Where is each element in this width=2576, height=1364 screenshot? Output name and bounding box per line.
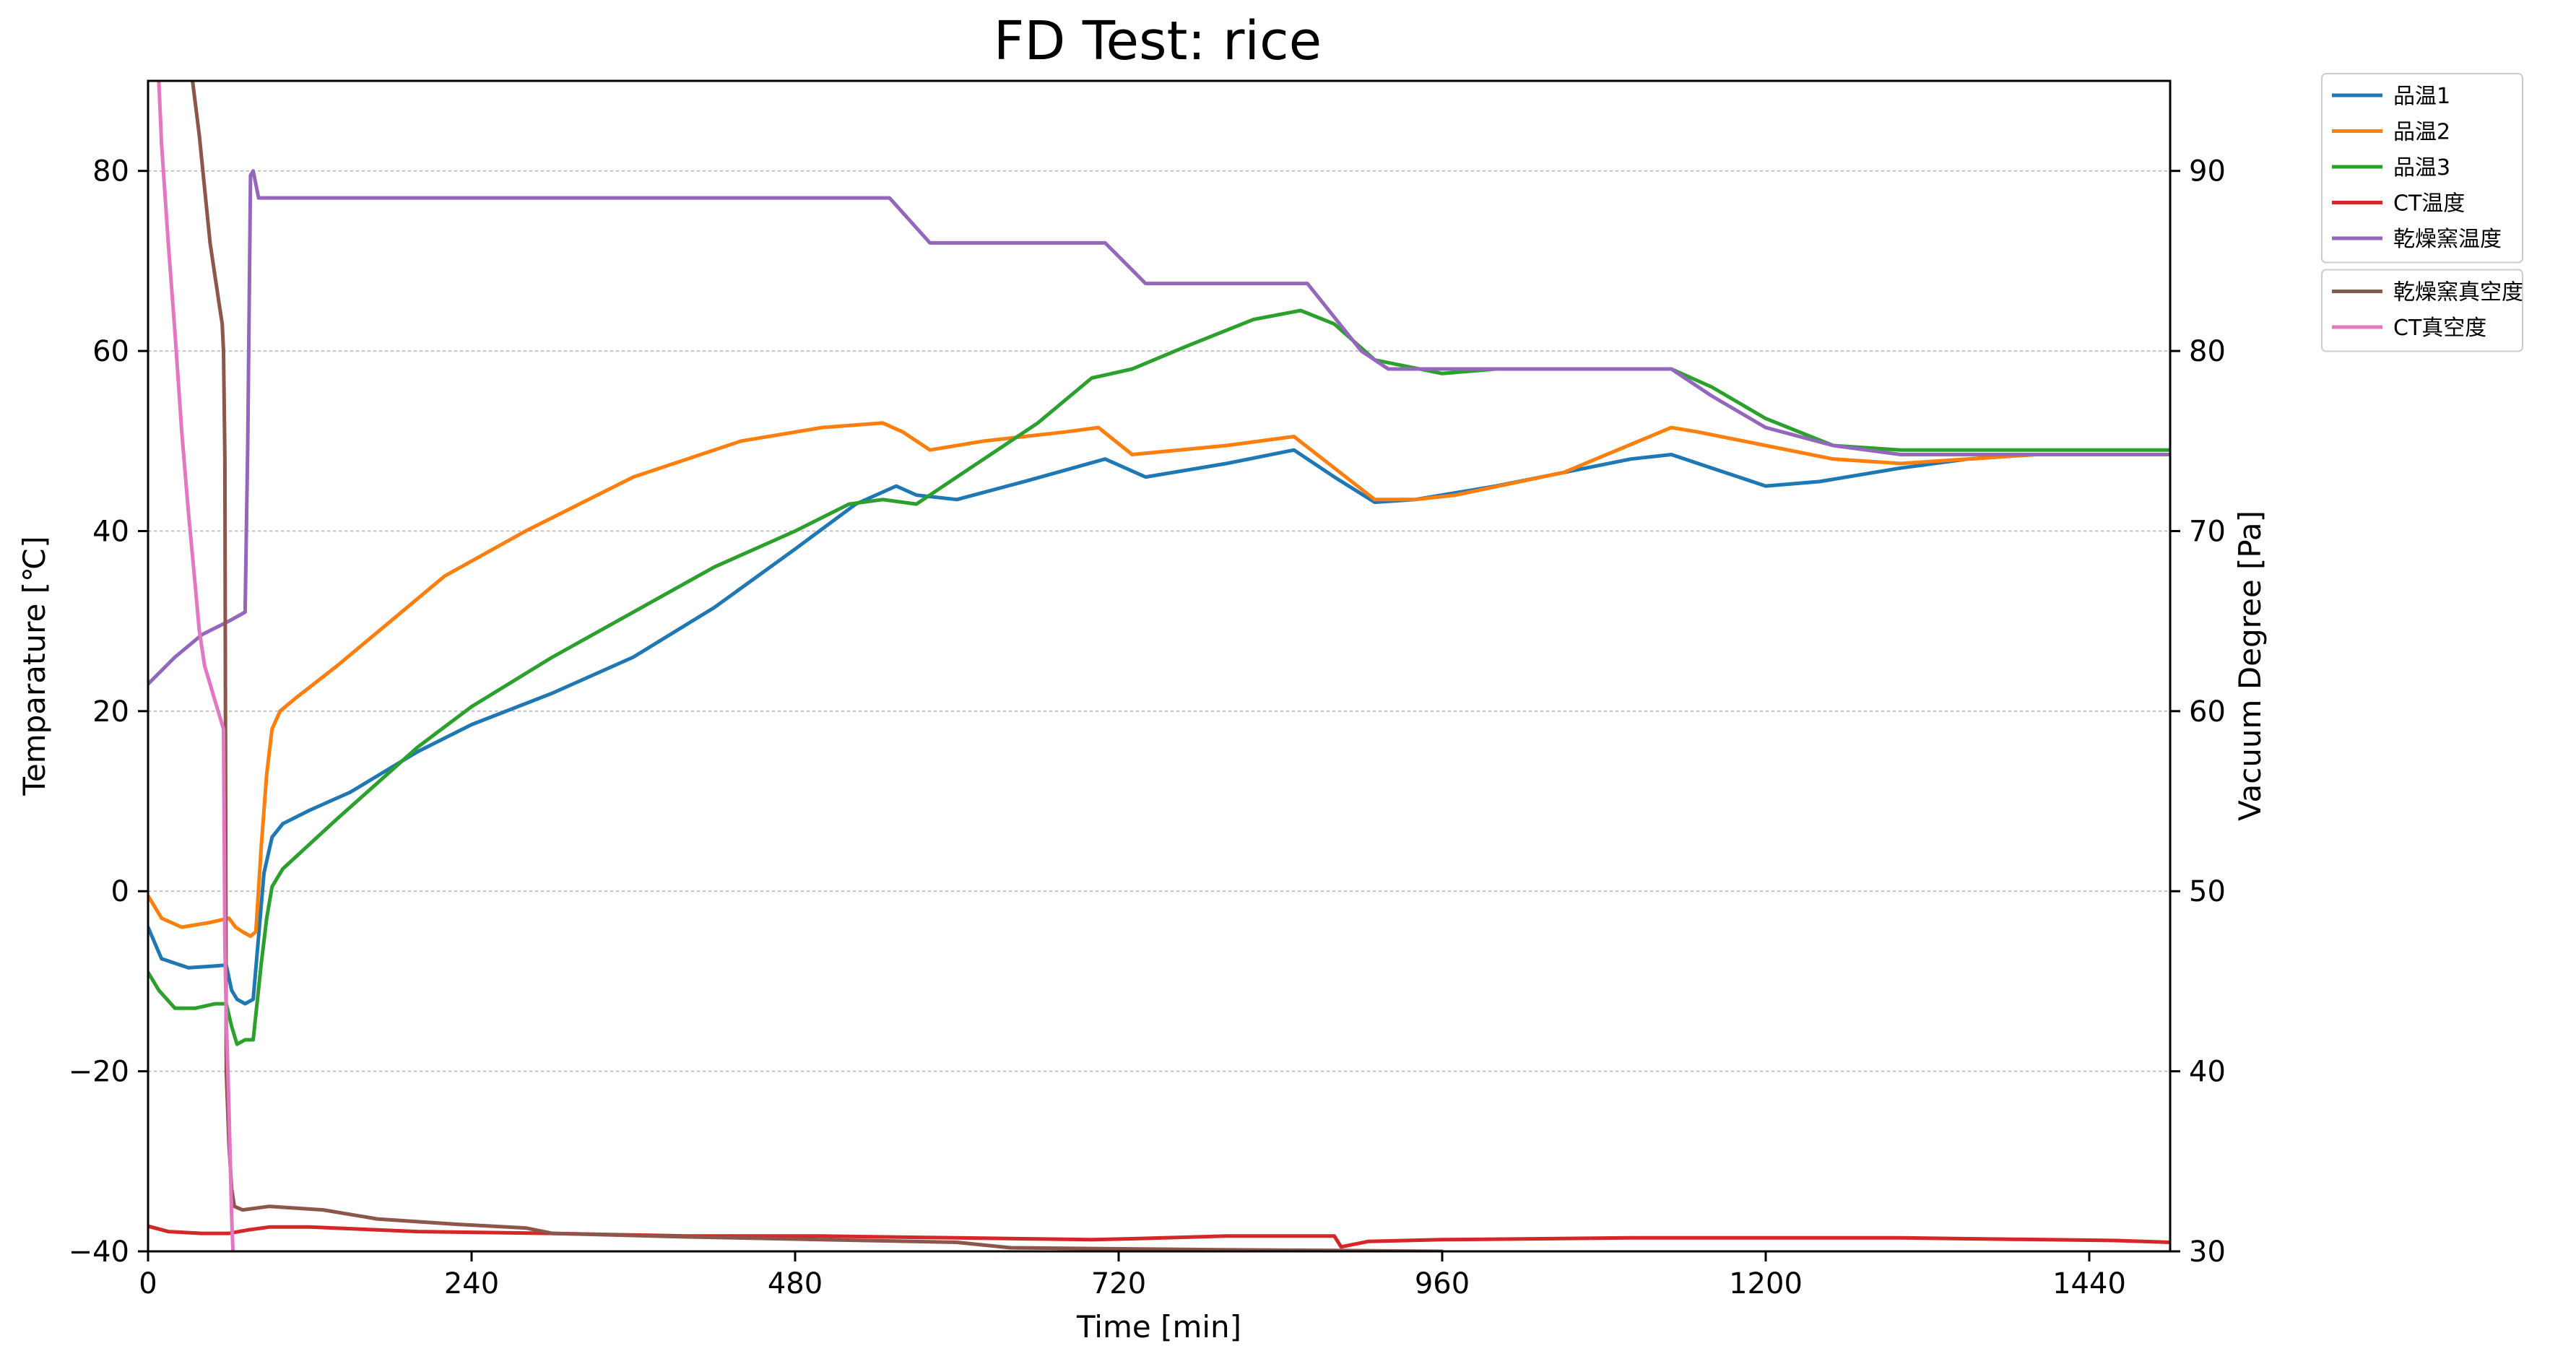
y-right-tick-label: 90 xyxy=(2189,155,2226,188)
x-axis: 0 240 480 720 960 1200 1440 xyxy=(139,1251,2126,1300)
y-axis-left-label: Temparature [℃] xyxy=(17,536,52,796)
legend-label: 品温1 xyxy=(2393,84,2450,109)
y-left-tick-label: −20 xyxy=(69,1056,129,1089)
y-right-tick-label: 40 xyxy=(2189,1056,2226,1089)
y-right-tick-label: 60 xyxy=(2189,695,2226,729)
y-left-tick-label: 0 xyxy=(111,875,129,908)
y-right-tick-label: 80 xyxy=(2189,335,2226,368)
legend-box xyxy=(2321,73,2523,264)
x-tick-label: 960 xyxy=(1415,1267,1470,1300)
x-tick-label: 1200 xyxy=(1729,1267,1803,1300)
x-tick-label: 240 xyxy=(444,1267,499,1300)
y-axis-left: −40 −20 0 20 40 60 80 xyxy=(69,155,148,1269)
y-right-tick-label: 70 xyxy=(2189,515,2226,548)
series-line-6 xyxy=(191,81,1444,1251)
legend-label: 品温2 xyxy=(2393,120,2450,145)
y-axis-right-label: Vacuum Degree [Pa] xyxy=(2232,511,2268,821)
y-left-tick-label: 20 xyxy=(92,695,129,729)
legend-label: 乾燥窯温度 xyxy=(2393,227,2502,252)
y-right-tick-label: 30 xyxy=(2189,1235,2226,1269)
legend-label: CT温度 xyxy=(2393,191,2465,217)
x-tick-label: 720 xyxy=(1091,1267,1146,1300)
plot-frame xyxy=(147,79,2172,1253)
grid xyxy=(148,170,2170,1072)
y-left-tick-label: 40 xyxy=(92,515,129,548)
x-tick-label: 0 xyxy=(139,1267,157,1300)
series-line-4 xyxy=(148,1224,2170,1249)
legend-label: 乾燥窯真空度 xyxy=(2393,280,2523,305)
legend-label: 品温3 xyxy=(2393,155,2450,181)
series-line-7 xyxy=(157,81,235,1251)
series-line-1 xyxy=(148,448,2170,1006)
series-layer xyxy=(148,81,2170,1251)
chart-title: FD Test: rice xyxy=(994,10,1322,72)
x-axis-label: Time [min] xyxy=(1076,1309,1241,1345)
series-line-3 xyxy=(148,308,2170,1046)
x-tick-label: 1440 xyxy=(2052,1267,2126,1300)
y-left-tick-label: 60 xyxy=(92,335,129,368)
y-right-tick-label: 50 xyxy=(2189,875,2226,908)
y-axis-right: 30 40 50 60 70 80 90 xyxy=(2170,155,2226,1269)
legend-label: CT真空度 xyxy=(2393,316,2486,341)
y-left-tick-label: 80 xyxy=(92,155,129,188)
series-line-5 xyxy=(148,169,2170,686)
y-left-tick-label: −40 xyxy=(69,1235,129,1269)
series-line-2 xyxy=(148,421,2170,939)
x-tick-label: 480 xyxy=(768,1267,823,1300)
